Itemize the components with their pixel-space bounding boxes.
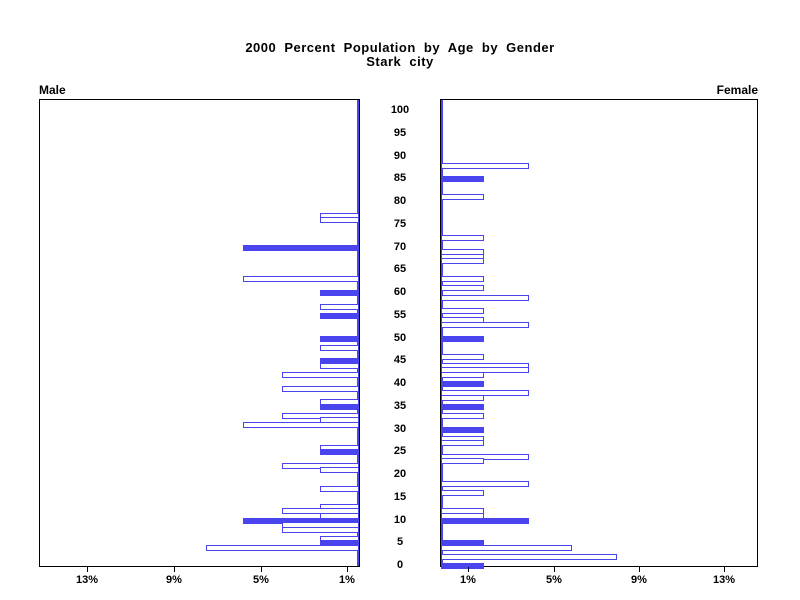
male-bar-age-31 (243, 421, 359, 428)
female-bar-age-59 (441, 294, 529, 301)
male-panel (39, 99, 360, 567)
male-bar-age-70 (243, 244, 359, 251)
male-bar-age-76 (320, 217, 359, 224)
male-bar-age-39 (282, 385, 359, 392)
male-axis-tick (261, 567, 262, 572)
female-bar-age-63 (441, 276, 484, 283)
female-axis-tick (639, 567, 640, 572)
male-bar-age-42 (282, 371, 359, 378)
male-bar-age-60 (320, 290, 359, 296)
age-tick-label: 45 (393, 354, 407, 367)
female-panel-label: Female (716, 83, 758, 97)
male-bar-age-4 (206, 544, 359, 551)
female-bar-age-35 (441, 403, 484, 410)
female-bar-age-67 (441, 258, 484, 265)
age-tick-label: 65 (393, 263, 407, 276)
age-tick-label: 100 (390, 104, 410, 116)
age-tick-label: 90 (393, 149, 407, 162)
male-axis-tick (87, 567, 88, 572)
female-bar-age-81 (441, 194, 484, 201)
age-tick-label: 15 (393, 490, 407, 503)
age-tick-label: 75 (393, 217, 407, 230)
male-axis-tick-label: 9% (166, 574, 182, 586)
male-bar-age-50 (320, 335, 359, 342)
age-tick-label: 0 (396, 559, 404, 571)
male-panel-label: Male (39, 83, 66, 97)
male-bar-age-8 (282, 526, 359, 533)
age-tick-label: 30 (393, 422, 407, 435)
female-axis-tick (554, 567, 555, 572)
female-bar-age-43 (441, 367, 529, 374)
female-bar-age-16 (441, 490, 484, 497)
age-tick-label: 55 (393, 308, 407, 321)
male-bar-age-17 (320, 485, 359, 492)
female-bar-age-0 (441, 563, 484, 569)
age-tick-label: 60 (393, 286, 407, 298)
female-bar-age-27 (441, 440, 484, 447)
age-tick-label: 50 (393, 331, 407, 344)
female-bar-age-50 (441, 335, 484, 342)
female-axis-tick-label: 5% (546, 574, 562, 586)
age-tick-label: 20 (393, 468, 407, 480)
female-axis-tick (468, 567, 469, 572)
female-panel (440, 99, 758, 569)
female-bar-age-72 (441, 235, 484, 242)
female-bar-age-42 (441, 371, 484, 378)
male-axis-tick-label: 5% (253, 574, 269, 586)
female-axis-tick (724, 567, 725, 572)
female-bar-age-61 (441, 285, 484, 292)
age-tick-label: 25 (393, 445, 407, 458)
female-bar-age-33 (441, 412, 484, 419)
female-bar-age-53 (441, 321, 529, 328)
male-bar-age-21 (320, 467, 359, 474)
female-bar-age-30 (441, 426, 484, 433)
female-bar-age-18 (441, 481, 529, 488)
male-axis-tick (347, 567, 348, 572)
age-tick-label: 10 (393, 513, 407, 526)
male-bar-age-48 (320, 344, 359, 351)
male-axis-tick (174, 567, 175, 572)
female-bar-age-4 (441, 544, 572, 551)
male-bar-age-55 (320, 312, 359, 319)
female-bar-age-46 (441, 353, 484, 360)
male-bar-age-44 (320, 362, 359, 369)
age-tick-label: 95 (393, 126, 407, 139)
chart-title: 2000 Percent Population by Age by Gender (245, 40, 555, 55)
male-bar-age-25 (320, 449, 359, 456)
age-tick-label: 70 (393, 240, 407, 253)
male-axis-tick-label: 13% (75, 574, 99, 586)
chart-title-block: 2000 Percent Population by Age by Gender… (0, 41, 800, 69)
chart-subtitle: Stark city (366, 54, 434, 69)
male-zero-axis-line (357, 100, 359, 566)
female-bar-age-85 (441, 176, 484, 183)
female-bar-age-38 (441, 390, 529, 397)
female-zero-axis-line (441, 100, 443, 566)
female-bar-age-2 (441, 553, 617, 560)
female-axis-tick-label: 9% (631, 574, 647, 586)
female-bar-age-10 (441, 517, 529, 524)
female-bar-age-40 (441, 381, 484, 387)
female-bar-age-24 (441, 453, 529, 460)
female-bar-age-37 (441, 394, 484, 401)
female-bar-age-88 (441, 162, 529, 169)
male-bar-age-63 (243, 276, 359, 283)
female-axis-tick-label: 1% (460, 574, 476, 586)
age-tick-label: 40 (393, 377, 407, 389)
female-axis-tick-label: 13% (712, 574, 736, 586)
age-tick-label: 85 (393, 172, 407, 185)
male-bar-age-57 (320, 303, 359, 310)
female-bar-age-56 (441, 308, 484, 315)
age-tick-label: 5 (396, 536, 404, 549)
age-tick-label: 80 (393, 195, 407, 207)
age-tick-label: 35 (393, 399, 407, 412)
male-bar-age-35 (320, 403, 359, 410)
male-axis-tick-label: 1% (339, 574, 355, 586)
female-bar-age-23 (441, 458, 484, 465)
